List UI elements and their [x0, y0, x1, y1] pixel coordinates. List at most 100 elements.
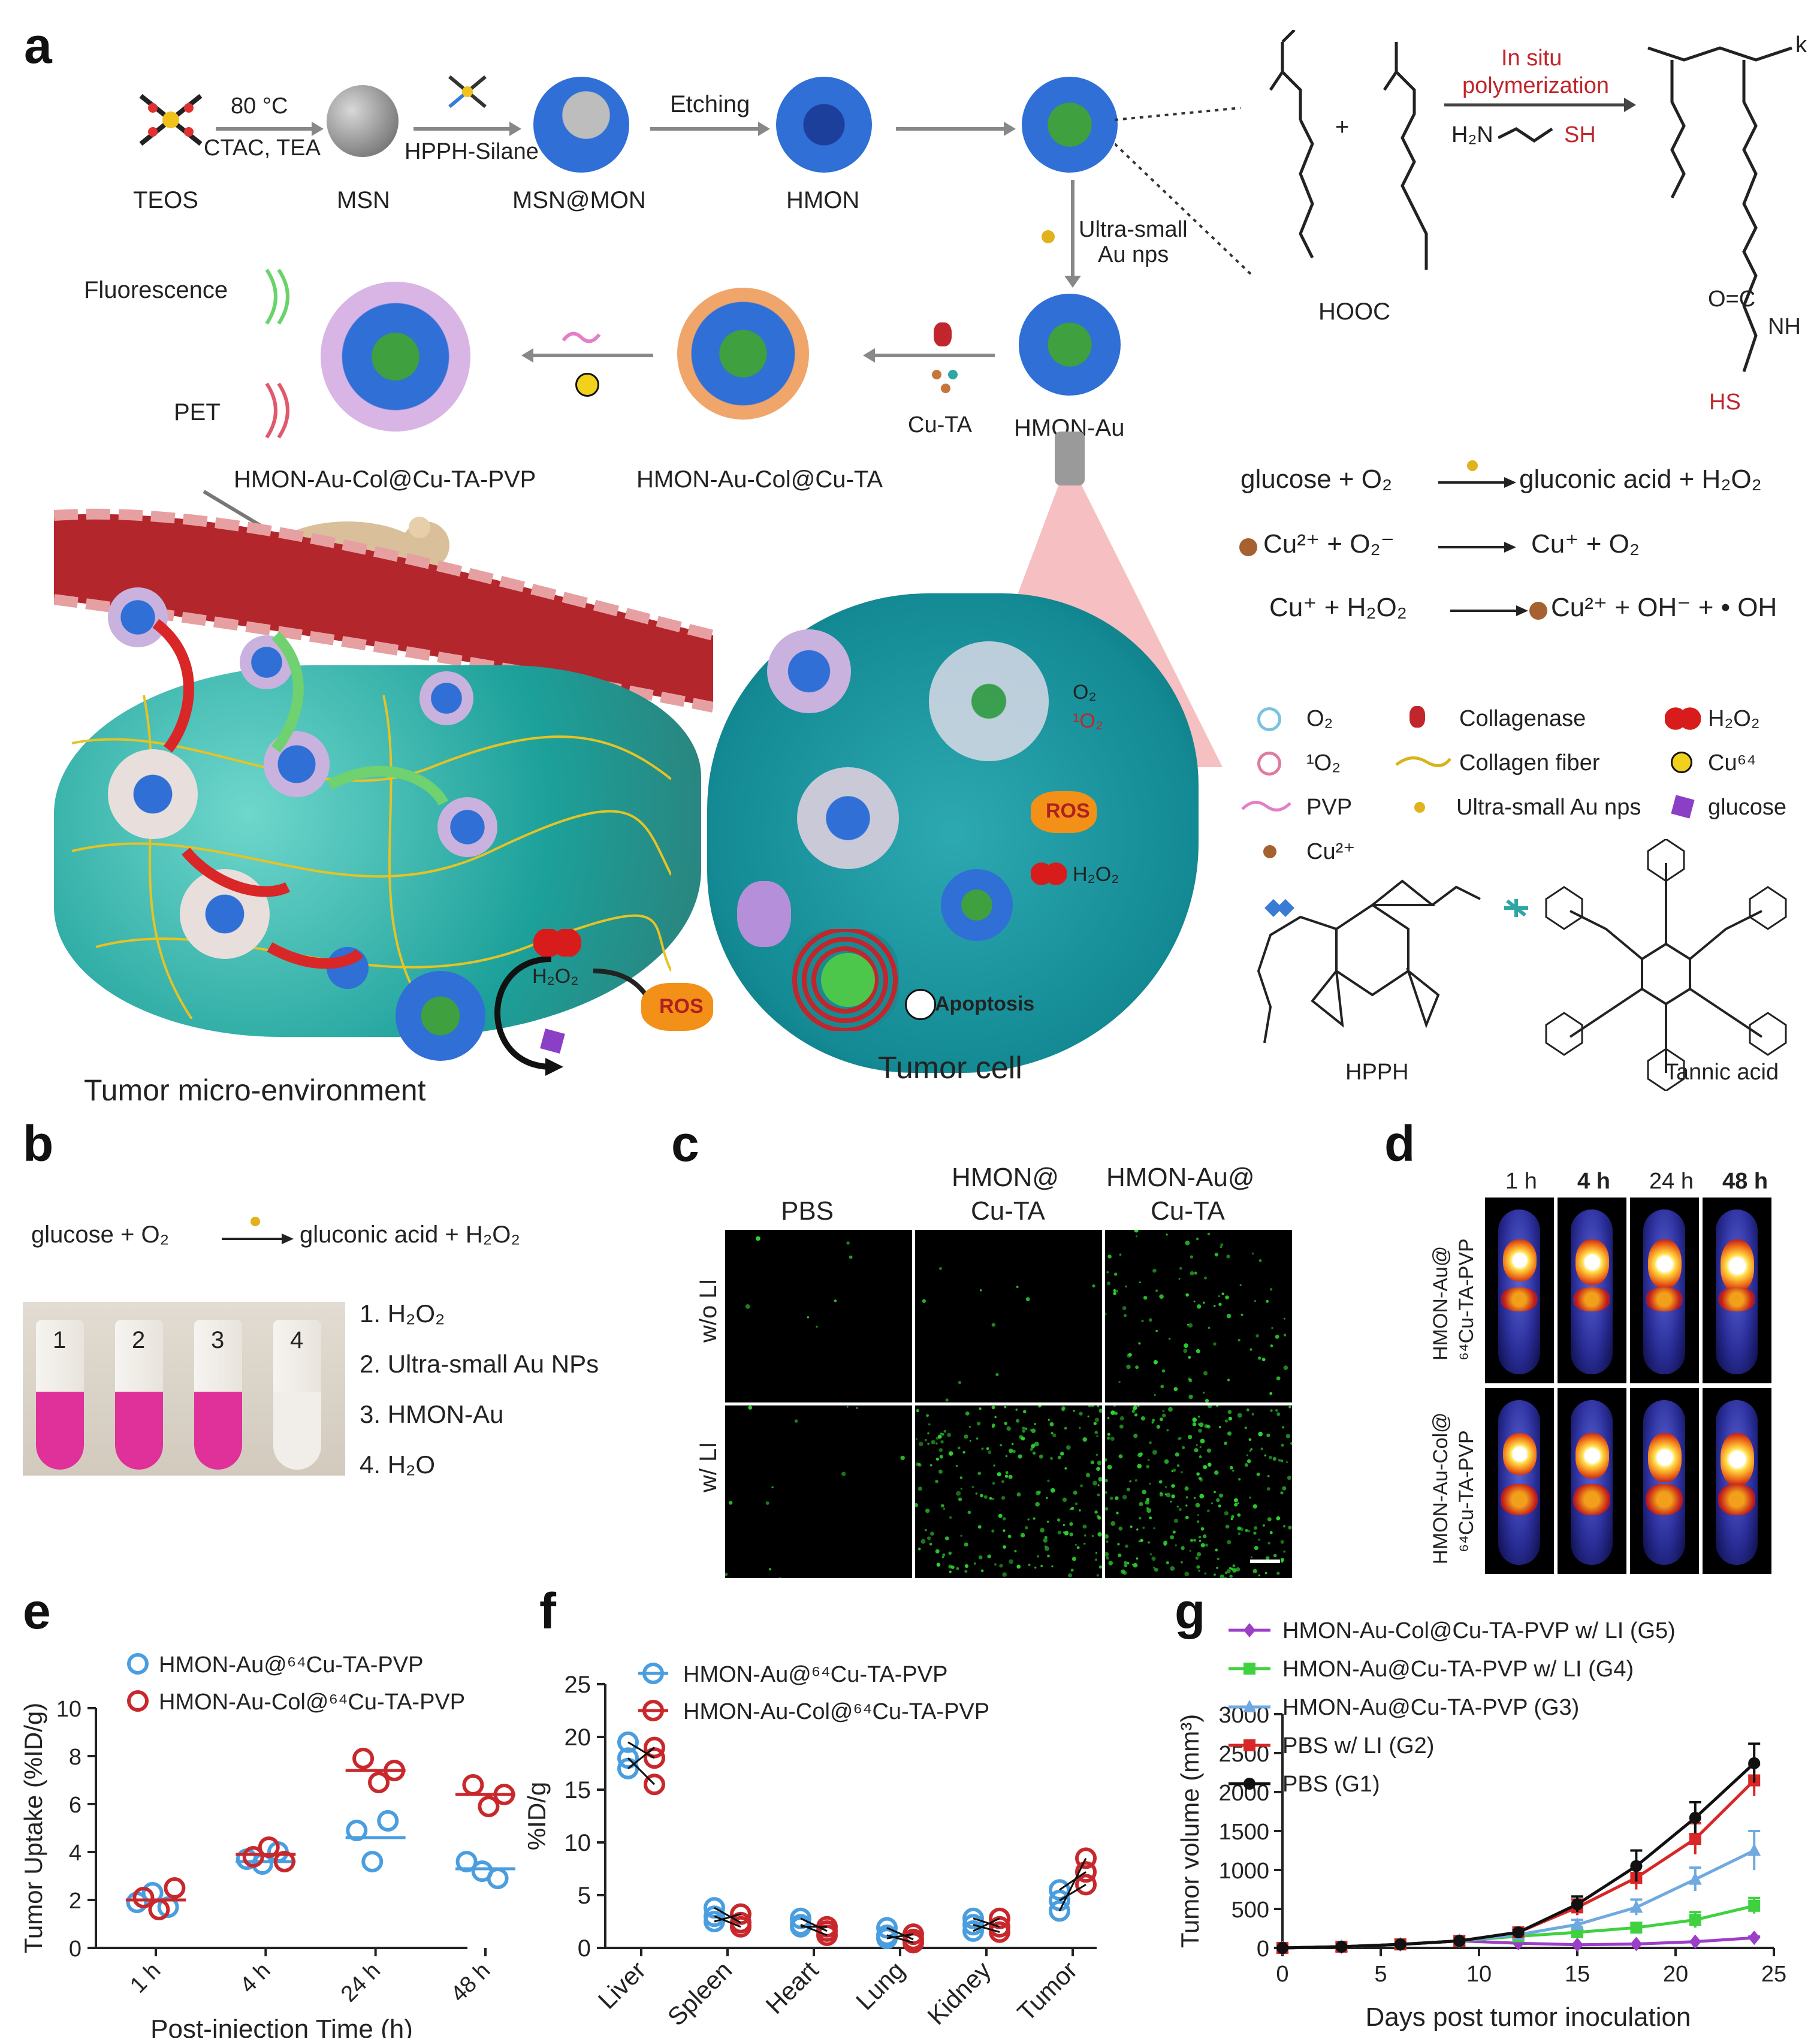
fluorescence-dot: [1204, 1276, 1207, 1280]
fluorescence-dot: [1152, 1450, 1157, 1455]
hmon-label: HMON: [786, 187, 860, 213]
fluorescence-dots: [725, 1405, 905, 1578]
hpph-structure: [1257, 879, 1481, 1043]
pair-line: [714, 1907, 741, 1924]
tube-solution: [115, 1392, 163, 1470]
data-point: [1689, 1934, 1701, 1949]
fluorescence-dot: [1118, 1454, 1123, 1459]
fluorescence-dot: [1068, 1573, 1072, 1577]
fluorescence-dot: [964, 1542, 968, 1547]
fluorescence-dot: [1290, 1441, 1292, 1445]
fluorescence-dot: [1028, 1563, 1031, 1566]
data-point: [1571, 1937, 1583, 1952]
fluorescence-dot: [1246, 1459, 1251, 1464]
fluorescence-dot: [1014, 1549, 1017, 1553]
fluorescence-dot: [1197, 1520, 1200, 1523]
fluorescence-dot: [1197, 1423, 1200, 1425]
pet-image: [1630, 1198, 1699, 1383]
fluorescence-dot: [1283, 1334, 1287, 1337]
fluorescence-dot: [939, 1455, 943, 1459]
fluorescence-dot: [1024, 1427, 1028, 1430]
fluorescence-dot: [964, 1570, 968, 1573]
hpph-silane-label: HPPH-Silane: [405, 139, 539, 164]
fluorescence-dot: [1262, 1524, 1265, 1527]
fluorescence-dot: [971, 1485, 974, 1489]
pair-line: [627, 1741, 655, 1759]
fluorescence-dot: [1002, 1517, 1006, 1521]
fluorescence-dot: [1218, 1504, 1221, 1508]
data-point: [1748, 1757, 1761, 1769]
fluorescence-dot: [1119, 1253, 1122, 1256]
apoptosis-label: Apoptosis: [935, 993, 1035, 1015]
tube-solution: [273, 1392, 321, 1470]
fluorescence-dot: [1106, 1436, 1110, 1440]
pvp-icon: [562, 331, 601, 343]
fluorescence-dot: [1133, 1405, 1137, 1410]
fluorescence-dot: [949, 1570, 952, 1573]
b-legend-item: 4. H₂O: [360, 1450, 435, 1479]
fluorescence-label: Fluorescence: [84, 277, 228, 303]
fluorescence-dot: [1216, 1498, 1220, 1503]
hmon-au-particle-icon: [1019, 294, 1121, 396]
pet-hotspot: [1575, 1433, 1609, 1479]
fluorescence-dot: [917, 1548, 921, 1551]
pair-line: [1059, 1884, 1086, 1902]
fluorescence-dot: [1215, 1548, 1218, 1552]
fluorescence-dot: [1095, 1552, 1097, 1554]
fluorescence-dot: [855, 1407, 858, 1410]
fluorescence-dot: [1063, 1524, 1066, 1527]
fluorescence-dot: [1282, 1426, 1285, 1429]
arrow-icon: [1450, 605, 1528, 616]
tube-solution: [194, 1392, 242, 1470]
x-axis-title: Post-injection Time (h): [150, 2014, 413, 2038]
ultra-small-label: Ultra-small: [1079, 217, 1188, 242]
fluorescence-dot: [768, 1568, 772, 1571]
au-np-icon: [1042, 230, 1055, 243]
fluorescence-dot: [1047, 1479, 1050, 1482]
fluorescence-dot: [949, 1516, 952, 1519]
fluorescence-dot: [1196, 1304, 1202, 1309]
data-point: [1512, 1926, 1525, 1938]
fluorescence-dot: [969, 1440, 971, 1442]
fluorescence-dot: [983, 1495, 988, 1499]
fluorescence-dot: [945, 1398, 949, 1402]
msn-label: MSN: [337, 187, 390, 213]
hooc-label: HOOC: [1318, 298, 1390, 325]
y-tick-label: 0: [69, 1937, 82, 1962]
fluorescence-dot: [1075, 1502, 1078, 1506]
cysteamine-chain: [1498, 127, 1553, 143]
legend-marker: [127, 1690, 149, 1712]
fluorescence-dot: [997, 1472, 1001, 1477]
fluorescence-dot: [1188, 1356, 1191, 1359]
fluorescence-dot: [1091, 1405, 1094, 1407]
fluorescence-dot: [1009, 1448, 1013, 1453]
data-point: [730, 1916, 751, 1938]
fluorescence-dot: [1098, 1477, 1102, 1482]
fluorescence-dot: [979, 1407, 982, 1410]
fluorescence-dot: [1148, 1458, 1150, 1461]
fluorescence-dot: [1194, 1448, 1199, 1453]
fluorescence-dot: [1248, 1438, 1252, 1441]
fluorescence-dot: [1198, 1569, 1201, 1572]
fluorescence-dot: [1280, 1459, 1284, 1462]
data-point: [1689, 1811, 1701, 1824]
cell-particle-4: [941, 869, 1013, 941]
fluorescence-dot: [1025, 1297, 1030, 1302]
in-situ-label: In situ: [1501, 46, 1562, 71]
fluorescence-dot: [1139, 1516, 1142, 1520]
fluorescence-dot: [1050, 1457, 1053, 1460]
h2o2-legend-icon: [1665, 707, 1701, 730]
x-tick-label: 20: [1663, 1962, 1688, 1987]
fluorescence-dot: [1037, 1490, 1041, 1494]
data-point: [1276, 1942, 1288, 1954]
fluorescence-dot: [1195, 1503, 1200, 1508]
data-point: [1630, 1922, 1643, 1934]
fluorescence-dot: [1206, 1425, 1209, 1428]
ros-cell-label: ROS: [1046, 800, 1090, 822]
pair-line: [886, 1933, 914, 1940]
fluorescence-dot: [1002, 1572, 1007, 1577]
fluorescence-dot: [964, 1564, 969, 1569]
fluorescence-dot: [967, 1510, 971, 1515]
fluorescence-dot: [1227, 1540, 1232, 1545]
fluorescence-dot: [1139, 1501, 1143, 1506]
